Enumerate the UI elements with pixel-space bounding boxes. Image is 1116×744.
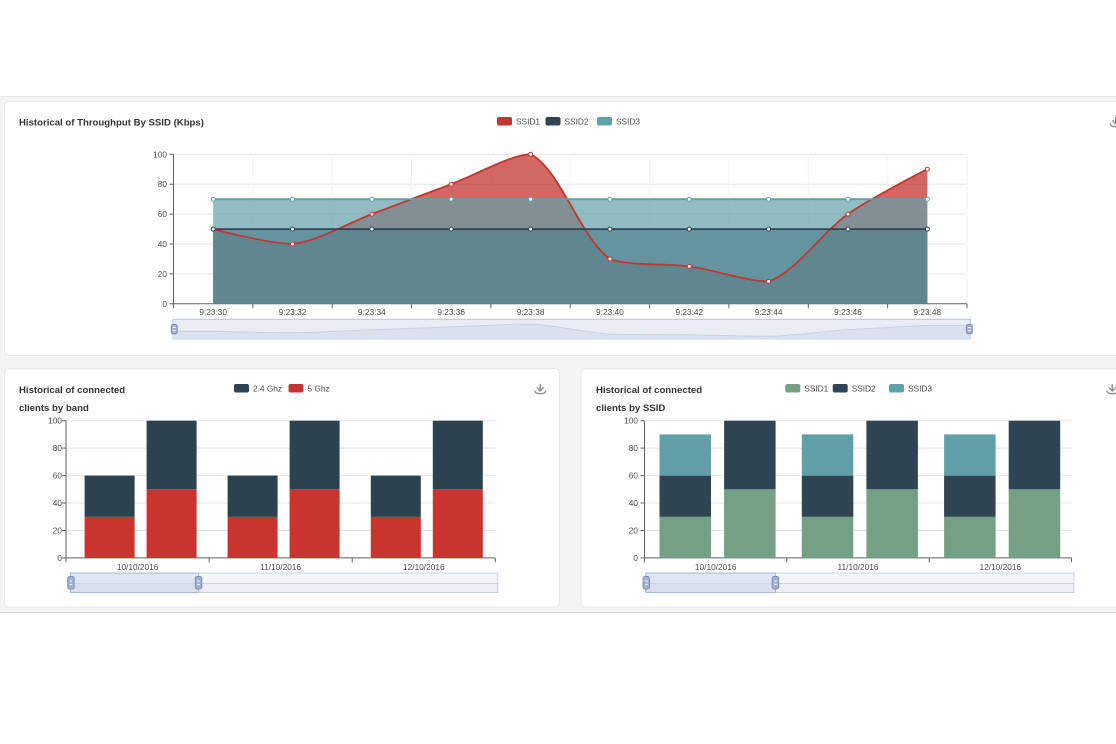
svg-text:80: 80	[53, 443, 63, 453]
svg-text:11/10/2016: 11/10/2016	[260, 562, 301, 572]
svg-text:0: 0	[633, 553, 638, 563]
svg-text:100: 100	[624, 416, 638, 426]
svg-text:9:23:42: 9:23:42	[675, 307, 703, 317]
svg-text:60: 60	[158, 209, 168, 219]
svg-text:SSID3: SSID3	[616, 117, 640, 127]
svg-text:12/10/2016: 12/10/2016	[980, 562, 1022, 572]
svg-text:60: 60	[53, 471, 63, 481]
svg-text:9:23:40: 9:23:40	[596, 307, 624, 317]
svg-text:80: 80	[629, 443, 639, 453]
svg-text:clients by band: clients by band	[19, 403, 89, 414]
svg-text:Historical of connected: Historical of connected	[596, 385, 702, 396]
svg-text:12/10/2016: 12/10/2016	[403, 562, 445, 572]
svg-text:60: 60	[629, 471, 639, 481]
svg-text:100: 100	[153, 149, 167, 159]
svg-text:9:23:30: 9:23:30	[199, 307, 227, 317]
svg-text:9:23:34: 9:23:34	[358, 307, 386, 317]
svg-text:9:23:38: 9:23:38	[517, 307, 545, 317]
svg-text:9:23:46: 9:23:46	[834, 307, 862, 317]
svg-text:5 Ghz: 5 Ghz	[308, 384, 330, 394]
svg-text:0: 0	[162, 299, 167, 309]
svg-text:9:23:44: 9:23:44	[755, 307, 783, 317]
svg-text:10/10/2016: 10/10/2016	[117, 562, 159, 572]
svg-text:9:23:48: 9:23:48	[913, 307, 941, 317]
svg-text:10/10/2016: 10/10/2016	[695, 562, 737, 572]
svg-text:40: 40	[629, 498, 639, 508]
svg-text:Historical of connected: Historical of connected	[19, 385, 125, 396]
svg-text:SSID1: SSID1	[804, 384, 828, 394]
svg-text:clients by SSID: clients by SSID	[596, 403, 665, 414]
svg-text:0: 0	[57, 553, 62, 563]
svg-text:2.4 Ghz: 2.4 Ghz	[253, 384, 282, 394]
svg-text:SSID3: SSID3	[908, 384, 932, 394]
svg-text:SSID2: SSID2	[852, 384, 876, 394]
svg-text:20: 20	[158, 269, 168, 279]
svg-text:20: 20	[53, 526, 63, 536]
svg-text:40: 40	[158, 239, 168, 249]
svg-text:SSID1: SSID1	[516, 117, 540, 127]
svg-text:9:23:36: 9:23:36	[437, 307, 465, 317]
svg-text:40: 40	[53, 498, 63, 508]
svg-text:100: 100	[48, 416, 62, 426]
svg-text:SSID2: SSID2	[565, 117, 589, 127]
svg-text:20: 20	[629, 526, 639, 536]
svg-text:Historical of Throughput By SS: Historical of Throughput By SSID (Kbps)	[19, 118, 204, 129]
svg-text:9:23:32: 9:23:32	[279, 307, 307, 317]
svg-text:80: 80	[158, 179, 168, 189]
svg-text:11/10/2016: 11/10/2016	[838, 562, 879, 572]
